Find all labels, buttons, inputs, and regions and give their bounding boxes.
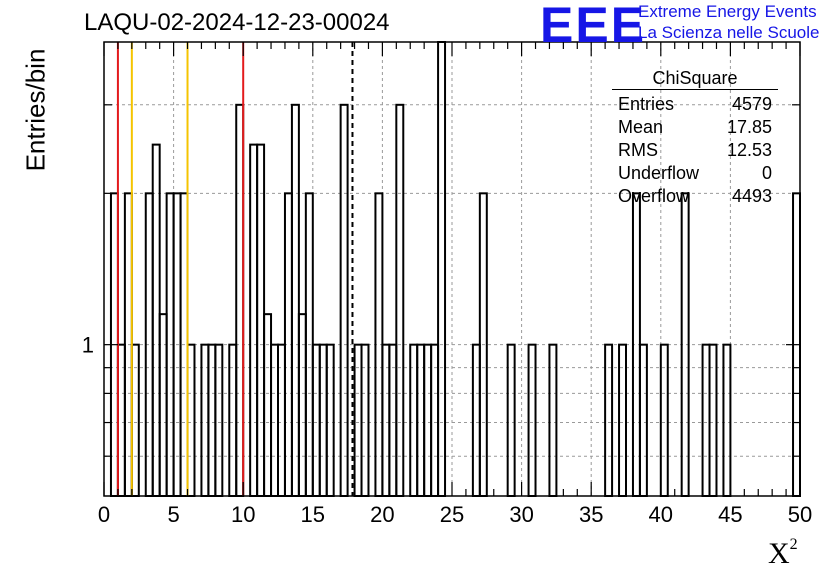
histogram-bar [249, 143, 259, 498]
x-tick-label: 0 [98, 502, 110, 527]
histogram-bar [395, 103, 405, 497]
x-tick-label: 30 [509, 502, 533, 527]
histogram-bar [297, 313, 307, 497]
stats-label: Overflow [618, 186, 690, 206]
histogram-bar [290, 103, 300, 497]
stats-row-underflow: Underflow 0 [612, 162, 778, 185]
x-tick-label: 45 [718, 502, 742, 527]
histogram-bar [263, 313, 273, 497]
x-tick-label: 40 [649, 502, 673, 527]
x-tick-label: 35 [579, 502, 603, 527]
stats-value: 4493 [731, 186, 772, 206]
stats-value: 12.53 [726, 140, 772, 160]
stats-box: ChiSquare Entries 4579 Mean 17.85 RMS 12… [612, 68, 778, 208]
stats-row-overflow: Overflow 4493 [612, 185, 778, 208]
stats-label: Entries [618, 94, 675, 114]
y-tick-label: 1 [82, 333, 94, 358]
stats-row-entries: Entries 4579 [612, 93, 778, 116]
histogram-bar [256, 143, 266, 498]
x-axis-label-superscript: 2 [789, 536, 798, 553]
x-axis-label: X2 [768, 536, 798, 571]
x-tick-label: 10 [231, 502, 255, 527]
stats-value: 4579 [731, 94, 772, 114]
logo-tagline-2: La Scienza nelle Scuole [638, 23, 820, 42]
x-tick-label: 5 [167, 502, 179, 527]
x-tick-label: 50 [788, 502, 812, 527]
x-axis-label-base: X [768, 537, 790, 570]
stats-title: ChiSquare [612, 68, 778, 90]
stats-label: Mean [618, 117, 664, 137]
eee-logo: EEE [540, 0, 647, 53]
stats-value: 17.85 [726, 117, 772, 137]
histogram-bar [151, 143, 161, 498]
stats-label: Underflow [618, 163, 700, 183]
x-tick-label: 15 [301, 502, 325, 527]
y-axis-label: Entries/bin [20, 48, 51, 172]
x-tick-label: 25 [440, 502, 464, 527]
histogram-bar [339, 103, 349, 497]
histogram-bar [158, 313, 168, 497]
histogram-bar [437, 41, 447, 497]
stats-row-rms: RMS 12.53 [612, 139, 778, 162]
stats-label: RMS [618, 140, 658, 160]
x-tick-label: 20 [370, 502, 394, 527]
logo-tagline-1: Extreme Energy Events [638, 2, 817, 21]
chart-title: LAQU-02-2024-12-23-00024 [84, 9, 390, 36]
stats-value: 0 [761, 163, 772, 183]
histogram-bar [235, 103, 245, 497]
stats-row-mean: Mean 17.85 [612, 116, 778, 139]
